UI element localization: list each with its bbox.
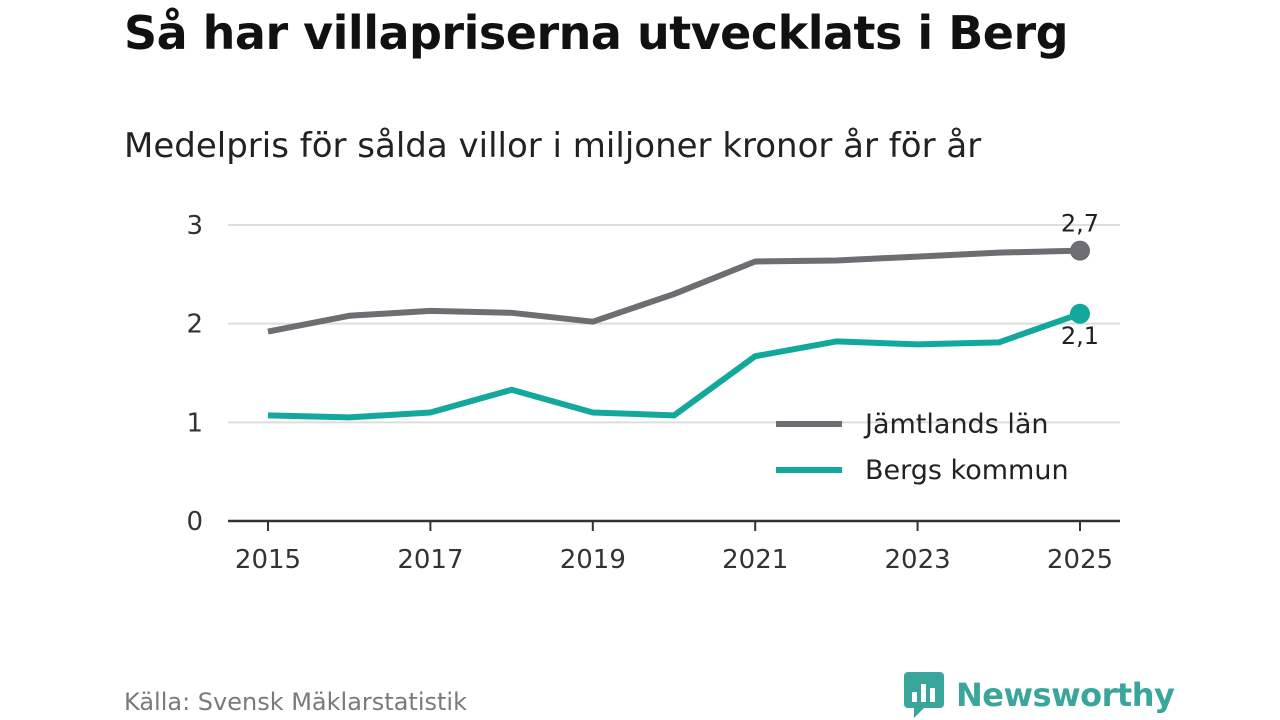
y-axis-labels: 0 1 2 3 [186, 211, 203, 537]
legend-label-series-berg: Bergs kommun [865, 455, 1069, 486]
y-tick-label: 0 [186, 507, 203, 537]
x-tick-label: 2021 [722, 545, 788, 575]
chart-title: Så har villapriserna utvecklats i Berg [124, 6, 1069, 60]
series-jamtland-end-label: 2,7 [1061, 210, 1099, 238]
x-tick-label: 2023 [885, 545, 951, 575]
x-tick-label: 2017 [397, 545, 463, 575]
x-tick-label: 2019 [560, 545, 626, 575]
x-axis: 2015 2017 2019 2021 2023 2025 [228, 519, 1120, 575]
legend-label-series-jamtland: Jämtlands län [863, 409, 1049, 440]
brand-logo: Newsworthy [902, 670, 1175, 720]
series-berg-end-marker [1070, 303, 1090, 324]
series-group: 2,7 2,1 [267, 210, 1099, 421]
chart-speech-bubble-icon [904, 672, 944, 718]
x-tick-label: 2015 [235, 545, 301, 575]
legend: Jämtlands län Bergs kommun [776, 409, 1069, 486]
y-tick-label: 3 [186, 211, 203, 241]
brand-name: Newsworthy [956, 676, 1175, 714]
x-tick-label: 2025 [1047, 545, 1113, 575]
y-tick-label: 2 [186, 310, 203, 340]
series-berg-end-label: 2,1 [1061, 322, 1099, 350]
source-note: Källa: Svensk Mäklarstatistik [124, 688, 467, 716]
grid-lines [228, 224, 1120, 424]
y-tick-label: 1 [186, 408, 203, 438]
series-berg-line [267, 310, 1081, 421]
chart-subtitle: Medelpris för sålda villor i miljoner kr… [124, 126, 982, 166]
series-jamtland-line [267, 247, 1081, 335]
series-jamtland-end-marker [1070, 240, 1090, 261]
